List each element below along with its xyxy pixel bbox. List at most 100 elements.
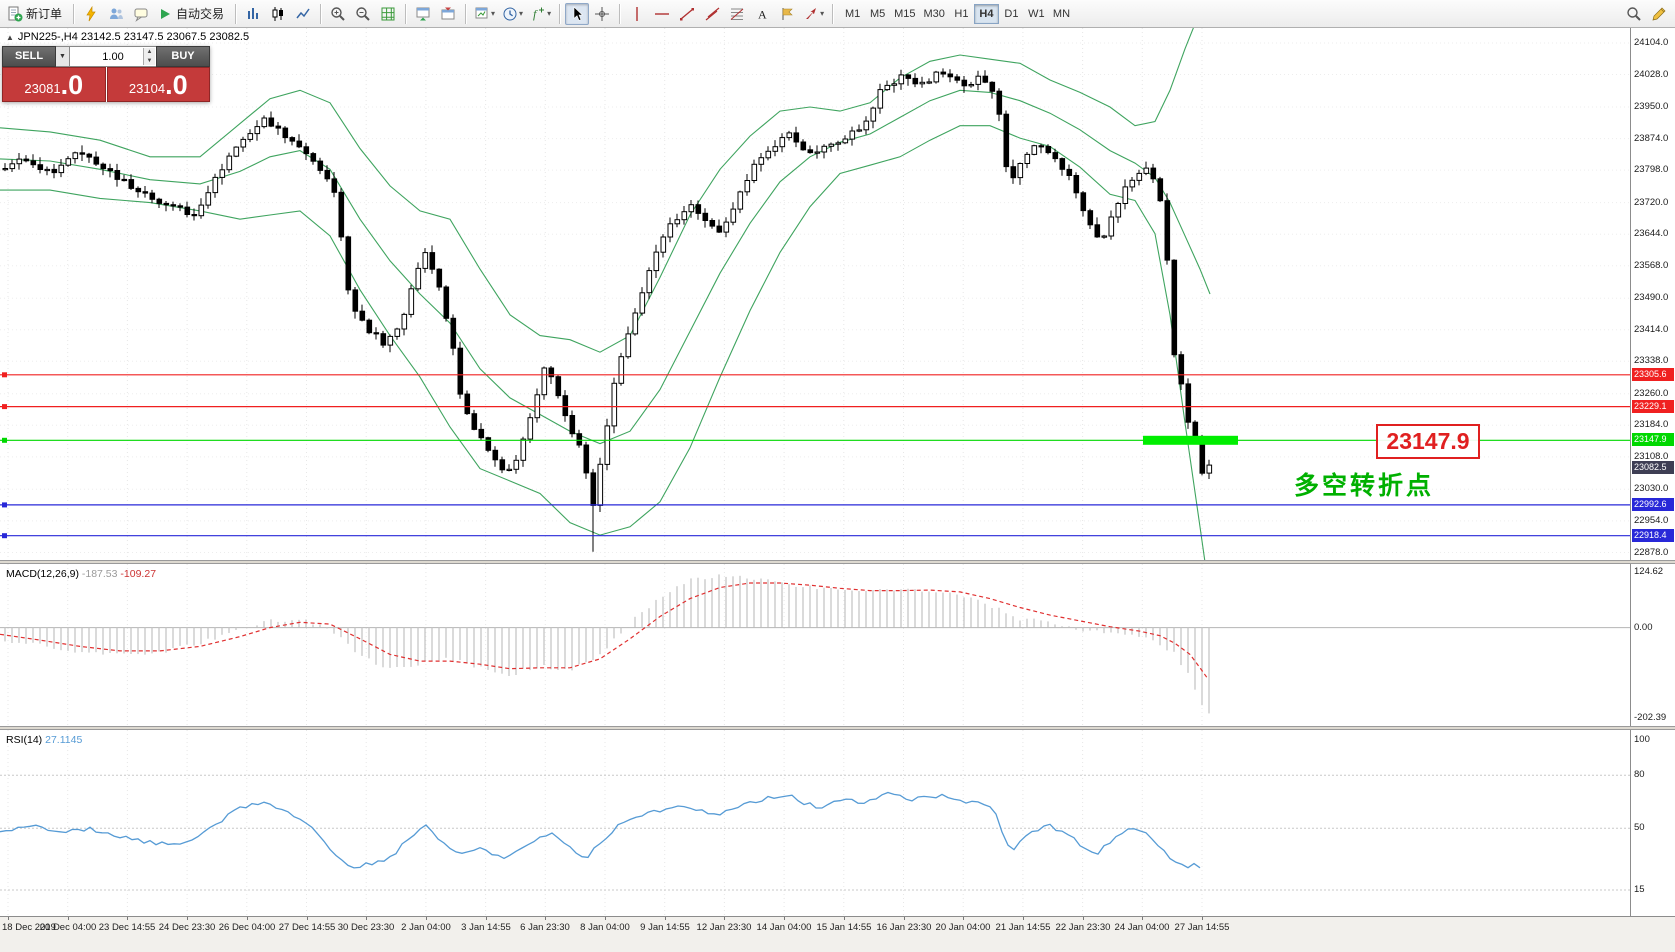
price-scale[interactable]: 24104.0 24028.0 23950.0 23874.0 23798.0 23720…	[1630, 28, 1675, 560]
volume-value: 1.00	[102, 50, 124, 63]
trendline-icon	[679, 6, 695, 22]
lightning-icon	[83, 5, 99, 22]
spin-up-icon[interactable]: ▲	[146, 49, 153, 56]
time-tick	[844, 917, 845, 920]
quick-trade-button[interactable]	[79, 3, 103, 25]
new-order-button[interactable]: 新订单	[4, 3, 68, 25]
vertical-line-button[interactable]	[625, 3, 649, 25]
indicators-button[interactable]: f ▾	[527, 3, 554, 25]
rsi-panel[interactable]: RSI(14) 27.1145	[0, 730, 1630, 916]
fibonacci-button[interactable]	[725, 3, 749, 25]
label-tool-button[interactable]	[775, 3, 799, 25]
chat-icon	[133, 6, 149, 22]
timeframe-d1[interactable]: D1	[999, 4, 1024, 24]
level-price-tag: 23305.6	[1632, 368, 1674, 381]
timeframe-m1[interactable]: M1	[840, 4, 865, 24]
macd-panel[interactable]: MACD(12,26,9) -187.53 -109.27	[0, 564, 1630, 726]
fibo-icon	[729, 6, 745, 22]
time-label: 27 Dec 14:55	[278, 922, 336, 933]
time-label: 2 Jan 04:00	[401, 922, 451, 933]
zoom-in-button[interactable]	[326, 3, 350, 25]
tile-windows-button[interactable]	[411, 3, 435, 25]
grid-icon	[380, 6, 396, 22]
label-icon	[779, 6, 795, 22]
time-label: 20 Dec 04:00	[39, 922, 97, 933]
time-label: 24 Jan 04:00	[1114, 922, 1170, 933]
bar-chart-button[interactable]	[241, 3, 265, 25]
periods-button[interactable]: ▾	[499, 3, 526, 25]
time-label: 16 Jan 23:30	[876, 922, 932, 933]
price-tick: 23184.0	[1634, 419, 1669, 430]
text-tool-button[interactable]: A	[750, 3, 774, 25]
users-icon	[108, 6, 124, 22]
zoom-out-button[interactable]	[351, 3, 375, 25]
price-tick: 23414.0	[1634, 324, 1669, 335]
timeframe-m15[interactable]: M15	[890, 4, 919, 24]
time-label: 8 Jan 04:00	[580, 922, 630, 933]
window-bottom-edge	[0, 938, 1675, 952]
timeframe-mn[interactable]: MN	[1049, 4, 1074, 24]
time-tick	[665, 917, 666, 920]
profiles-button[interactable]	[104, 3, 128, 25]
time-label: 23 Dec 14:55	[98, 922, 156, 933]
autotrading-button[interactable]: 自动交易	[154, 3, 230, 25]
toolbar-separator	[405, 3, 407, 24]
price-tick: 23568.0	[1634, 260, 1669, 271]
sell-price[interactable]: 23081 .0	[2, 67, 106, 102]
buy-price[interactable]: 23104 .0	[106, 67, 210, 102]
time-tick	[366, 917, 367, 920]
price-tick: 23338.0	[1634, 355, 1669, 366]
time-tick	[1142, 917, 1143, 920]
timeframe-h4[interactable]: H4	[973, 3, 999, 24]
panel-splitter-1[interactable]	[0, 560, 1675, 564]
edit-button[interactable]	[1647, 3, 1671, 25]
alerts-button[interactable]	[129, 3, 153, 25]
spin-down-icon[interactable]: ▼	[146, 57, 153, 64]
buy-button[interactable]: BUY	[156, 46, 210, 67]
time-label: 18 Dec 2019	[2, 922, 56, 933]
sell-button[interactable]: SELL	[2, 46, 56, 67]
cursor-button[interactable]	[565, 2, 590, 25]
timeframe-w1[interactable]: W1	[1024, 4, 1049, 24]
turning-point-label: 多空转折点	[1294, 472, 1435, 500]
time-tick	[426, 917, 427, 920]
trendline-button[interactable]	[675, 3, 699, 25]
price-tick: 23030.0	[1634, 483, 1669, 494]
time-tick	[68, 917, 69, 920]
price-callout: 23147.9	[1376, 424, 1480, 459]
text-icon: A	[754, 6, 770, 22]
new-chart-icon	[474, 6, 490, 22]
crosshair-button[interactable]	[590, 3, 614, 25]
price-tick: 23108.0	[1634, 451, 1669, 462]
arrow-tool-button[interactable]: ▾	[800, 3, 827, 25]
panel-splitter-2[interactable]	[0, 726, 1675, 730]
timeframe-h1[interactable]: H1	[949, 4, 974, 24]
time-label: 22 Jan 23:30	[1055, 922, 1111, 933]
time-axis[interactable]: 18 Dec 2019 20 Dec 04:00 23 Dec 14:55 24 De…	[0, 916, 1675, 938]
window-cascade-icon	[440, 6, 456, 22]
candlestick-chart-button[interactable]	[266, 3, 290, 25]
cascade-windows-button[interactable]	[436, 3, 460, 25]
play-icon	[157, 6, 173, 22]
macd-plot	[0, 564, 1630, 726]
volume-dropdown[interactable]: ▼	[56, 46, 70, 67]
volume-spinner[interactable]: ▲ ▼	[143, 48, 155, 65]
grid-button[interactable]	[376, 3, 400, 25]
rsi-plot	[0, 730, 1630, 916]
timeframe-m30[interactable]: M30	[920, 4, 949, 24]
search-button[interactable]	[1622, 3, 1646, 25]
level-price-tag: 23147.9	[1632, 433, 1674, 446]
time-tick	[307, 917, 308, 920]
price-chart-panel[interactable]: ▲ JPN225-,H4 23142.5 23147.5 23067.5 230…	[0, 28, 1630, 560]
search-icon	[1626, 6, 1642, 22]
rsi-tick: 100	[1634, 734, 1650, 745]
line-chart-button[interactable]	[291, 3, 315, 25]
horizontal-line-button[interactable]	[650, 3, 674, 25]
channel-button[interactable]	[700, 3, 724, 25]
time-label: 30 Dec 23:30	[337, 922, 395, 933]
new-chart-button[interactable]: ▾	[471, 3, 498, 25]
sell-price-main: 23081	[24, 81, 61, 96]
volume-input[interactable]: 1.00 ▲ ▼	[70, 46, 156, 67]
timeframe-m5[interactable]: M5	[865, 4, 890, 24]
